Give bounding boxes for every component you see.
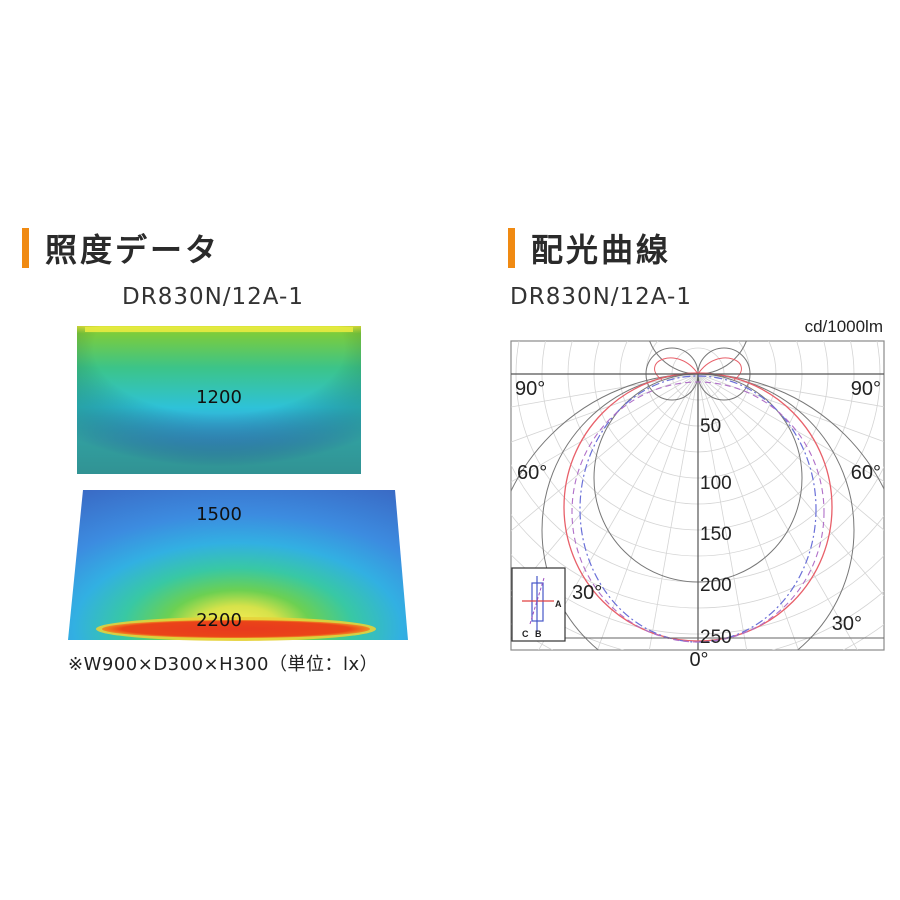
- illuminance-title: 照度データ: [45, 231, 221, 269]
- distribution-heading: 配光曲線: [508, 226, 671, 270]
- grid-spoke: [697, 373, 884, 597]
- grid-spoke: [697, 373, 748, 650]
- inset-label-a: A: [555, 599, 562, 609]
- grid-spoke: [697, 373, 858, 650]
- heatmap-svg: [68, 326, 408, 641]
- orientation-inset: A B C: [511, 567, 566, 642]
- angle-90-right: 90°: [851, 378, 881, 400]
- curve-c: [571, 381, 825, 643]
- grid-spoke: [597, 373, 699, 650]
- inset-label-c: C: [522, 629, 529, 639]
- grid-spoke: [697, 373, 799, 650]
- title-accent-bar-2: [508, 228, 515, 268]
- polar-svg: cd/1000lm 90° 90° 60° 60° 30° 30° 0° 50 …: [510, 317, 885, 671]
- radial-100: 100: [700, 473, 732, 494]
- angle-60-right: 60°: [851, 462, 881, 484]
- angle-60-left: 60°: [517, 462, 547, 484]
- inset-frame: [511, 567, 566, 642]
- angle-0: 0°: [689, 649, 708, 671]
- angle-30-left: 30°: [572, 582, 602, 604]
- curve-a: [563, 372, 833, 642]
- polar-diagram: cd/1000lm 90° 90° 60° 60° 30° 30° 0° 50 …: [500, 310, 900, 680]
- grid-spoke: [538, 373, 699, 650]
- floor-heatmap: [68, 490, 408, 640]
- illuminance-note: ※W900×D300×H300（単位：lx）: [68, 654, 379, 675]
- illuminance-model: DR830N/12A-1: [122, 284, 304, 310]
- floor-hot-spot: [102, 620, 370, 638]
- angle-90-left: 90°: [515, 378, 545, 400]
- radial-50: 50: [700, 416, 721, 437]
- distribution-title: 配光曲線: [531, 231, 672, 269]
- heat-label-wall: 1200: [196, 387, 242, 408]
- heat-label-floor-front: 2200: [196, 610, 242, 631]
- inset-label-b: B: [535, 629, 542, 639]
- unit-label: cd/1000lm: [805, 317, 883, 336]
- distribution-model: DR830N/12A-1: [510, 284, 692, 310]
- grid-spoke: [511, 373, 699, 598]
- illuminance-heading: 照度データ: [22, 226, 220, 270]
- radial-200: 200: [700, 575, 732, 596]
- polar-curves: [563, 357, 833, 643]
- wall-heatmap-shade: [77, 326, 361, 474]
- illuminance-heatmaps: 1200 1500 2200: [50, 318, 430, 658]
- grid-spoke: [697, 373, 884, 408]
- grid-spoke: [648, 373, 699, 650]
- grid-spoke: [511, 373, 699, 408]
- grid-spoke: [697, 373, 884, 482]
- radial-250: 250: [700, 627, 732, 648]
- wall-light-strip: [85, 327, 353, 332]
- grid-spoke: [511, 373, 699, 483]
- title-accent-bar: [22, 228, 29, 268]
- heat-label-floor-back: 1500: [196, 504, 242, 525]
- angle-30-right: 30°: [832, 613, 862, 635]
- radial-150: 150: [700, 524, 732, 545]
- inset-axis-c: [529, 577, 545, 625]
